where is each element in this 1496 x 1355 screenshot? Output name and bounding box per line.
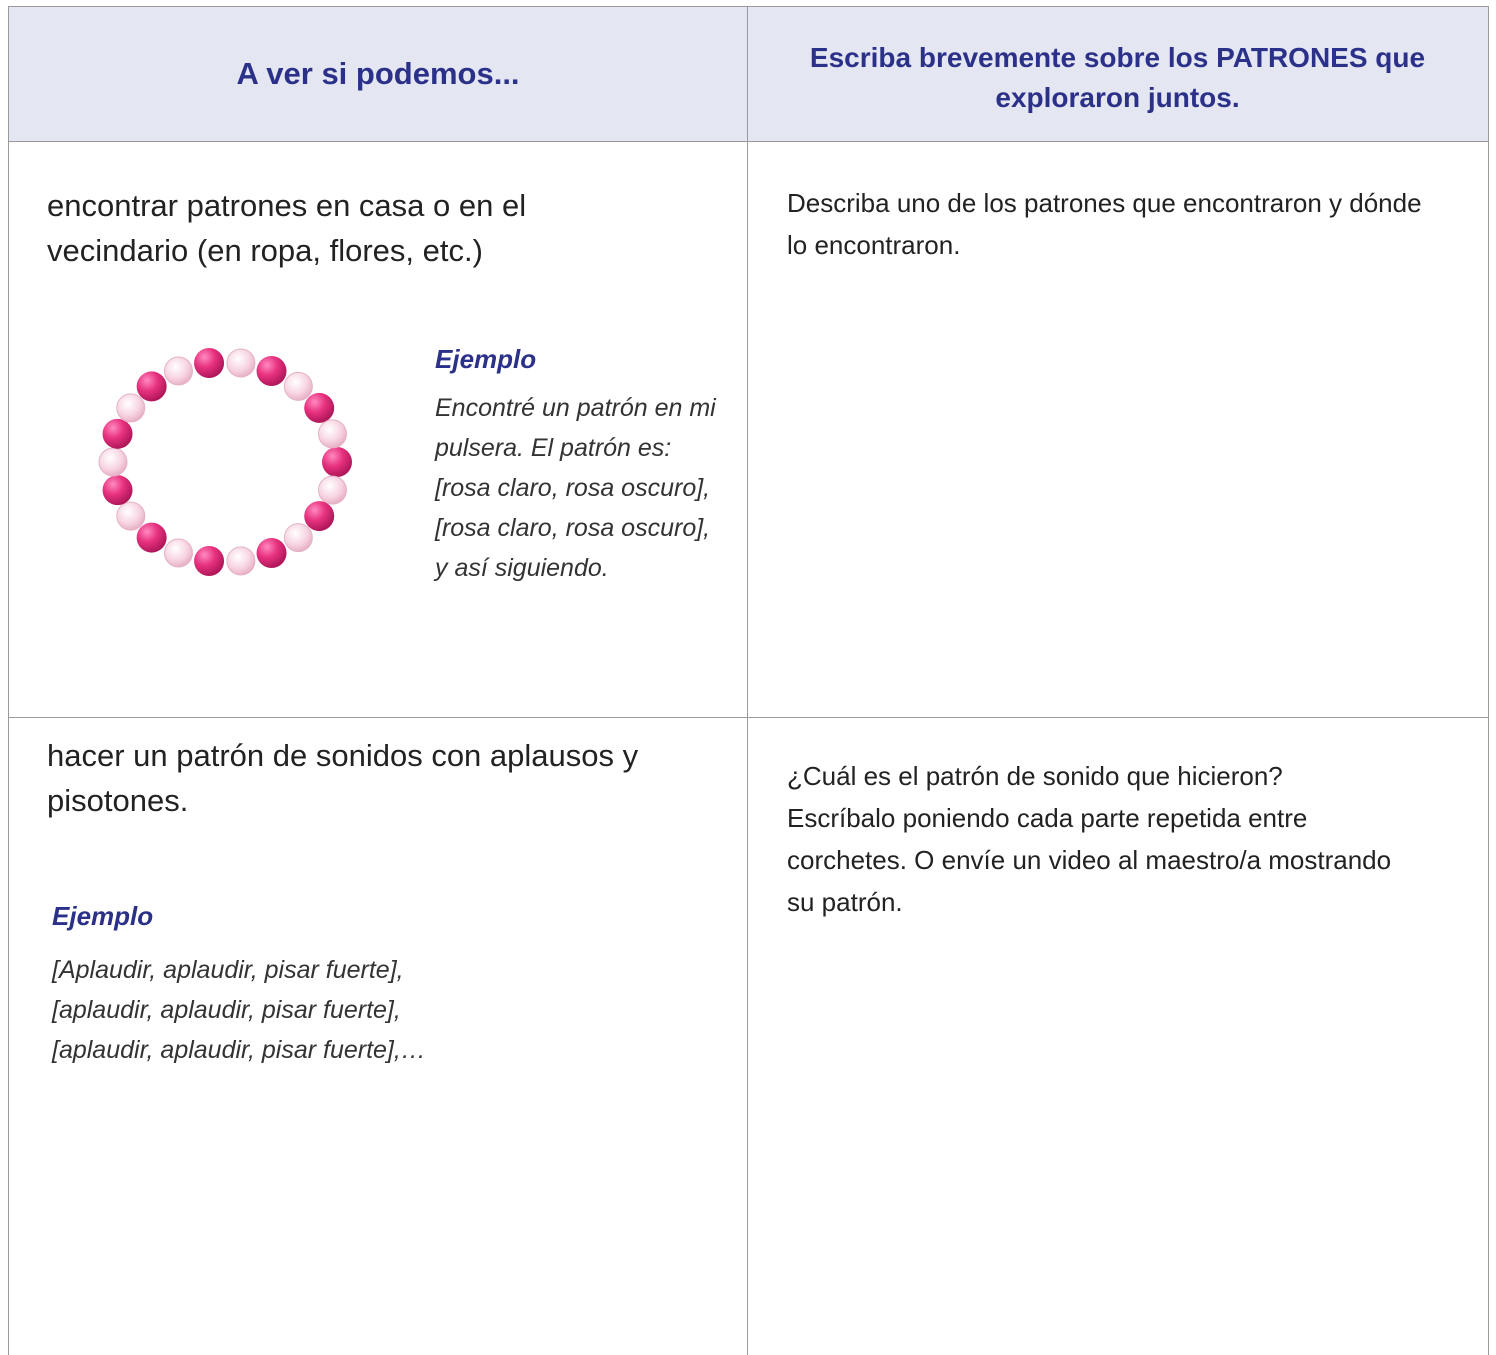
header-background xyxy=(8,6,1488,141)
activity: encontrar patrones en casa o en el vecin… xyxy=(47,188,527,268)
border xyxy=(8,6,1489,7)
bead xyxy=(304,501,335,532)
bead xyxy=(136,522,167,553)
example-label: Ejemplo xyxy=(52,901,154,931)
bead xyxy=(98,447,128,477)
activity: hacer un patrón de sonidos con aplausos … xyxy=(47,738,639,818)
border xyxy=(8,717,1489,718)
bead xyxy=(102,475,133,506)
bead xyxy=(136,371,167,402)
bead xyxy=(304,392,335,423)
bead xyxy=(116,393,146,423)
bead xyxy=(256,537,287,568)
prompt: Describa uno de los patrones que encontr… xyxy=(787,188,1422,260)
bead xyxy=(194,348,225,379)
border xyxy=(1488,6,1489,1355)
bead xyxy=(116,501,146,531)
bead xyxy=(256,356,287,387)
bead xyxy=(102,418,133,449)
bead xyxy=(226,348,256,378)
bead xyxy=(163,538,193,568)
example-label: Ejemplo xyxy=(435,344,537,374)
bead xyxy=(194,545,225,576)
bracelet-image xyxy=(98,348,352,576)
border xyxy=(747,6,748,1355)
column-header: Escriba brevemente sobre los PATRONES qu… xyxy=(809,42,1426,113)
example-text: Encontré un patrón en mi pulsera. El pat… xyxy=(435,394,716,582)
example-text: [Aplaudir, aplaudir, pisar fuerte], [apl… xyxy=(52,956,426,1064)
bead xyxy=(283,371,313,401)
bead xyxy=(317,419,347,449)
border xyxy=(8,141,1489,142)
bead xyxy=(283,523,313,553)
bead xyxy=(163,356,193,386)
prompt: ¿Cuál es el patrón de sonido que hiciero… xyxy=(787,761,1392,917)
bead xyxy=(226,546,256,576)
border xyxy=(8,6,9,1355)
bead xyxy=(322,447,352,477)
column-header: A ver si podemos... xyxy=(236,56,520,91)
bead xyxy=(317,475,347,505)
